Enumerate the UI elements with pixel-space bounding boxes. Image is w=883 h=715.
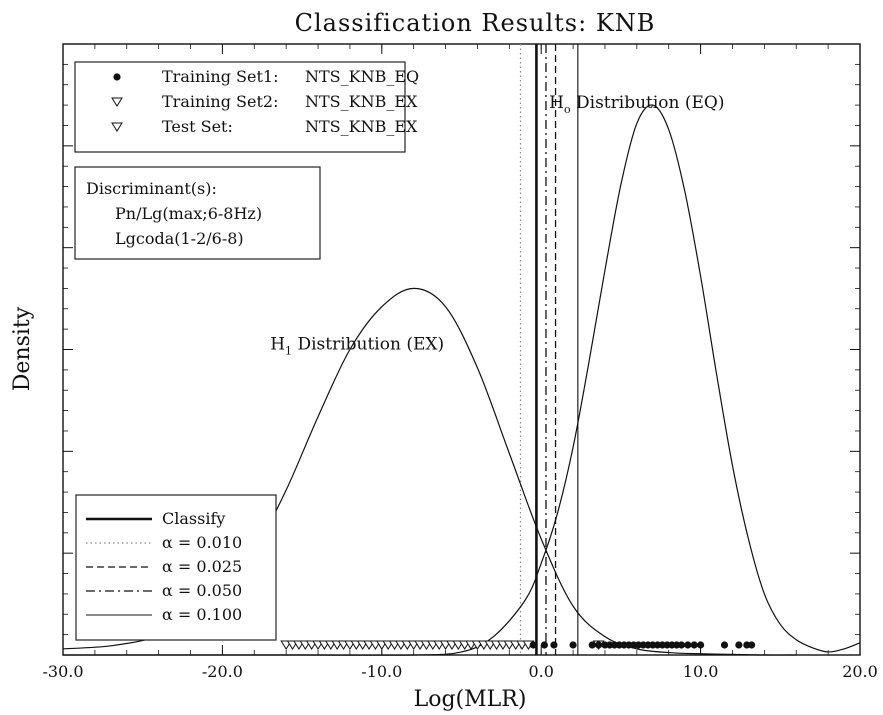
- y-axis-ticks: [63, 43, 860, 656]
- legend-threshold-label: α = 0.010: [162, 533, 242, 552]
- legend-samples: Training Set1: NTS_KNB_EQ Training Set2: NT…: [74, 61, 419, 153]
- eq-point: [690, 641, 698, 649]
- eq-point: [588, 641, 596, 649]
- legend-marker-triangle: [111, 97, 123, 107]
- discriminant-item: Pn/Lg(max;6-8Hz): [115, 204, 262, 223]
- eq-point: [697, 641, 705, 649]
- y-axis-title: Density: [10, 306, 35, 391]
- x-tick-label: 0.0: [528, 662, 553, 681]
- legend-threshold-label: α = 0.025: [162, 557, 242, 576]
- x-tick-label: -30.0: [42, 662, 83, 681]
- chart-title: Classification Results: KNB: [295, 9, 656, 37]
- eq-point: [735, 641, 743, 649]
- legend-threshold-label: α = 0.050: [162, 581, 242, 600]
- eq-point: [720, 641, 729, 649]
- threshold-lines: [519, 44, 579, 655]
- distribution-label: H1 Distribution (EX): [270, 335, 444, 358]
- discriminants-title: Discriminant(s):: [86, 179, 217, 198]
- distribution-annotations: Ho Distribution (EQ) H1 Distribution (EX): [270, 93, 724, 357]
- x-axis-ticks: -30.0 -20.0 -10.0 0.0 10.0 20.0: [42, 44, 878, 681]
- x-axis-title: Log(MLR): [414, 687, 527, 712]
- legend-marker-circle: [113, 73, 121, 81]
- eq-point: [569, 641, 577, 649]
- legend-marker-triangle: [111, 122, 123, 132]
- discriminant-item: Lgcoda(1-2/6-8): [115, 229, 244, 248]
- legend-sample-value: NTS_KNB_EX: [305, 92, 418, 111]
- legend-sample-label: Training Set1:: [162, 67, 278, 86]
- legend-sample-value: NTS_KNB_EX: [305, 117, 418, 136]
- legend-thresholds: Classify α = 0.010 α = 0.025 α = 0.050 α = 0…: [75, 494, 277, 641]
- discriminants-box: [74, 166, 321, 260]
- x-tick-label: -20.0: [202, 662, 243, 681]
- eq-point: [594, 641, 603, 649]
- eq-point: [550, 641, 558, 649]
- eq-point: [677, 641, 686, 649]
- sample-points: [280, 640, 756, 650]
- legend-sample-label: Training Set2:: [162, 92, 278, 111]
- legend-sample-label: Test Set:: [162, 117, 233, 136]
- x-tick-label: 20.0: [842, 662, 878, 681]
- eq-point: [684, 641, 692, 649]
- eq-point: [529, 641, 537, 649]
- legend-threshold-label: α = 0.100: [162, 605, 242, 624]
- legend-discriminants: Discriminant(s): Pn/Lg(max;6-8Hz) Lgcoda…: [74, 166, 321, 260]
- distribution-label: Ho Distribution (EQ): [549, 93, 724, 116]
- legend-sample-value: NTS_KNB_EQ: [305, 67, 419, 86]
- legend-samples-box: [74, 61, 406, 153]
- legend-threshold-label: Classify: [162, 509, 225, 528]
- eq-point: [748, 641, 756, 649]
- eq-point: [540, 641, 548, 649]
- x-tick-label: -10.0: [361, 662, 402, 681]
- x-tick-label: 10.0: [683, 662, 719, 681]
